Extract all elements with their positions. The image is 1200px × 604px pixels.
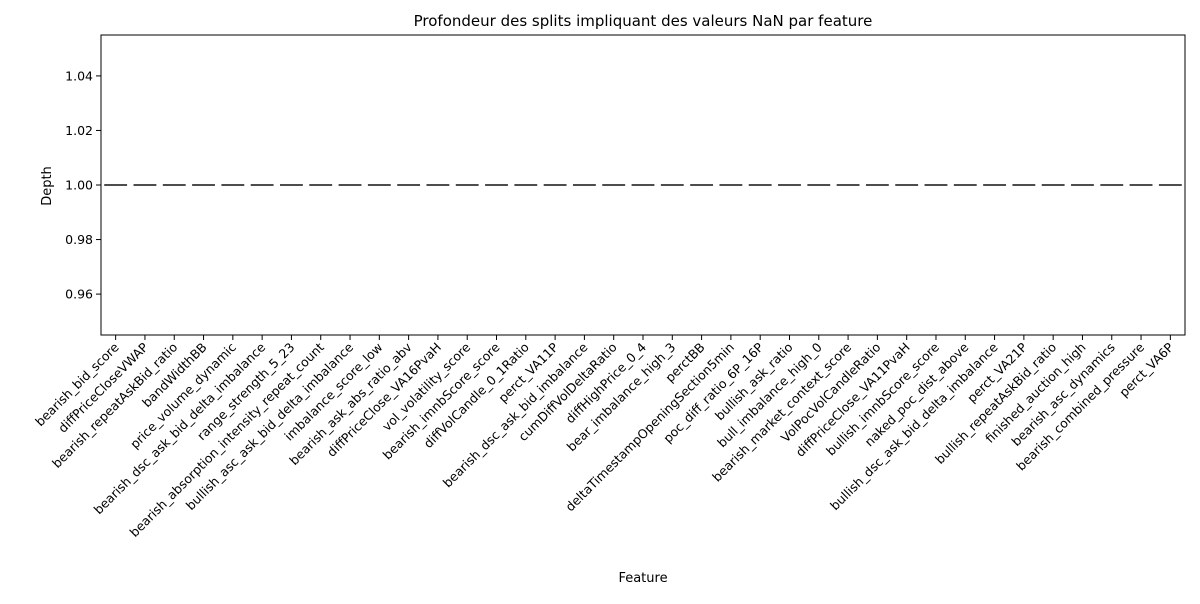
y-tick-label: 0.98 [65, 232, 93, 247]
axes-frame [100, 34, 1186, 336]
y-tick-label: 1.00 [65, 178, 93, 193]
x-axis-label: Feature [618, 571, 667, 586]
chart-title: Profondeur des splits impliquant des val… [414, 12, 873, 30]
plot-area: 0.960.981.001.021.04bearish_bid_scoredif… [32, 34, 1186, 540]
y-tick-label: 0.96 [65, 287, 93, 302]
y-tick-label: 1.04 [65, 68, 93, 83]
y-tick-label: 1.02 [65, 123, 93, 138]
y-axis-label: Depth [40, 166, 55, 206]
